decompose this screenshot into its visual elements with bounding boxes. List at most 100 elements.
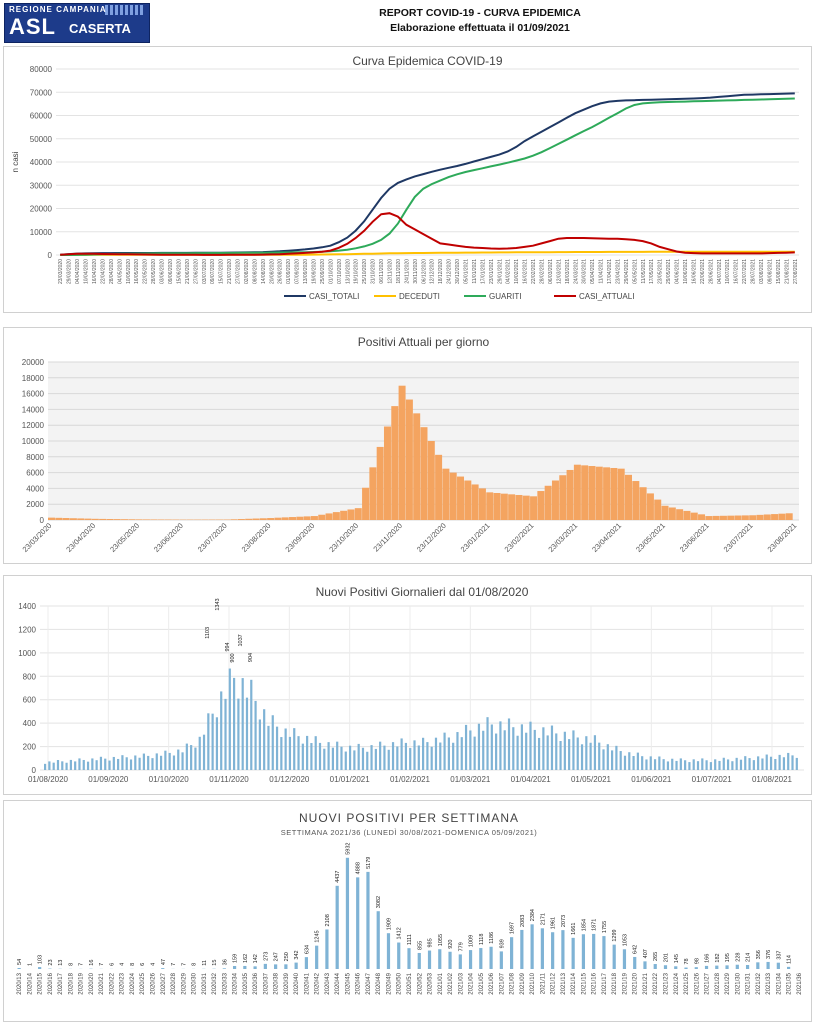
weekly-data-label: 855 — [417, 941, 423, 950]
y-tick-label: 1400 — [18, 602, 36, 611]
weekly-bar — [695, 967, 698, 969]
positivi-bar — [428, 441, 435, 520]
nuovi-bar — [323, 749, 325, 770]
weekly-data-label: 54 — [17, 959, 23, 965]
nuovi-bar — [774, 759, 776, 770]
weekly-bar — [705, 966, 708, 969]
x-tick-label: 28/07/2021 — [751, 259, 757, 284]
positivi-bar — [574, 465, 581, 520]
nuovi-bar — [216, 717, 218, 770]
weekly-data-label: 7 — [99, 963, 105, 966]
x-tick-label: 2021/36 — [797, 972, 803, 994]
legend-label: GUARITI — [489, 292, 521, 301]
positivi-bar — [369, 467, 376, 520]
x-tick-label: 03/06/2020 — [160, 259, 166, 284]
nuovi-bar — [190, 745, 192, 770]
peak-data-label: 1037 — [238, 634, 244, 646]
nuovi-bar — [615, 746, 617, 770]
x-tick-label: 06/12/2020 — [421, 259, 427, 284]
weekly-data-label: 376 — [766, 950, 772, 959]
positivi-bar — [742, 515, 749, 520]
nuovi-bar — [486, 717, 488, 770]
weekly-data-label: 103 — [38, 955, 44, 964]
positivi-bar — [121, 519, 128, 520]
x-tick-label: 2021/27 — [705, 972, 711, 994]
x-tick-label: 12/03/2021 — [556, 259, 562, 284]
positivi-bar — [362, 488, 369, 520]
x-tick-label: 2020/32 — [212, 972, 218, 994]
weekly-data-label: 78 — [684, 958, 690, 964]
weekly-data-label: 114 — [787, 955, 793, 964]
weekly-bar — [223, 968, 226, 969]
x-tick-label: 16/02/2021 — [523, 259, 529, 284]
weekly-data-label: 634 — [304, 945, 310, 954]
weekly-data-label: 2073 — [561, 915, 567, 927]
nuovi-bar — [48, 761, 50, 770]
weekly-bar — [541, 928, 544, 969]
weekly-data-label: 985 — [428, 938, 434, 947]
x-tick-label: 2020/39 — [284, 972, 290, 994]
weekly-data-label: 642 — [633, 945, 639, 954]
nuovi-bar — [461, 737, 463, 770]
positivi-bar — [683, 511, 690, 520]
x-tick-label: 17/05/2021 — [649, 259, 655, 284]
x-tick-label: 2021/33 — [766, 972, 772, 994]
x-tick-label: 22/04/2020 — [100, 259, 106, 284]
nuovi-bar — [379, 742, 381, 770]
weekly-data-label: 3082 — [376, 896, 382, 908]
y-tick-label: 14000 — [22, 405, 45, 414]
positivi-bar — [413, 413, 420, 520]
x-tick-label: 2020/40 — [294, 972, 300, 994]
x-tick-label: 01/02/2021 — [390, 775, 431, 784]
weekly-bar — [366, 872, 369, 969]
x-tick-label: 23/09/2020 — [283, 521, 316, 554]
y-tick-label: 30000 — [30, 181, 53, 190]
logo-region-text: REGIONE CAMPANIA — [9, 5, 107, 14]
weekly-bar — [315, 946, 318, 969]
weekly-data-label: 2384 — [530, 909, 536, 921]
positivi-bar — [457, 477, 464, 520]
nuovi-bar — [504, 730, 506, 770]
nuovi-bar — [418, 745, 420, 770]
x-tick-label: 18/12/2020 — [438, 259, 444, 284]
weekly-data-label: 142 — [253, 954, 259, 963]
x-tick-label: 23/04/2020 — [64, 521, 97, 554]
weekly-bar — [243, 966, 246, 969]
nuovi-bar — [452, 743, 454, 770]
weekly-bar — [18, 968, 21, 969]
x-tick-label: 2020/28 — [171, 972, 177, 994]
nuovi-bar — [151, 758, 153, 770]
weekly-bar — [438, 949, 441, 969]
x-tick-label: 21/07/2020 — [227, 259, 233, 284]
nuovi-bar — [568, 739, 570, 770]
nuovi-bar — [246, 698, 248, 770]
nuovi-bar — [353, 750, 355, 770]
x-tick-label: 08/08/2020 — [252, 259, 258, 284]
nuovi-bar — [534, 730, 536, 770]
x-tick-label: 15/06/2020 — [176, 259, 182, 284]
weekly-data-label: 1245 — [315, 930, 321, 942]
x-tick-label: 16/04/2020 — [92, 259, 98, 284]
x-tick-label: 25/10/2020 — [362, 259, 368, 284]
nuovi-bar — [620, 751, 622, 770]
x-tick-label: 2021/08 — [510, 972, 516, 994]
x-tick-label: 2021/07 — [499, 972, 505, 994]
panel-nuovi-positivi-giornalieri: Nuovi Positivi Giornalieri dal 01/08/202… — [3, 575, 812, 795]
weekly-bar — [284, 964, 287, 969]
weekly-bar — [756, 962, 759, 969]
weekly-bar — [397, 943, 400, 969]
nuovi-bar — [328, 742, 330, 770]
nuovi-bar — [233, 678, 235, 770]
nuovi-bar — [706, 760, 708, 770]
nuovi-bar — [443, 733, 445, 770]
x-tick-label: 13/10/2020 — [345, 259, 351, 284]
x-tick-label: 23/05/2021 — [634, 521, 667, 554]
x-tick-label: 09/06/2020 — [168, 259, 174, 284]
y-tick-label: 16000 — [22, 390, 45, 399]
nuovi-bar — [770, 757, 772, 770]
x-tick-label: 03/08/2021 — [759, 259, 765, 284]
weekly-bar — [387, 933, 390, 969]
positivi-bar — [530, 496, 537, 520]
y-tick-label: 50000 — [30, 135, 53, 144]
x-tick-label: 19/09/2020 — [312, 259, 318, 284]
